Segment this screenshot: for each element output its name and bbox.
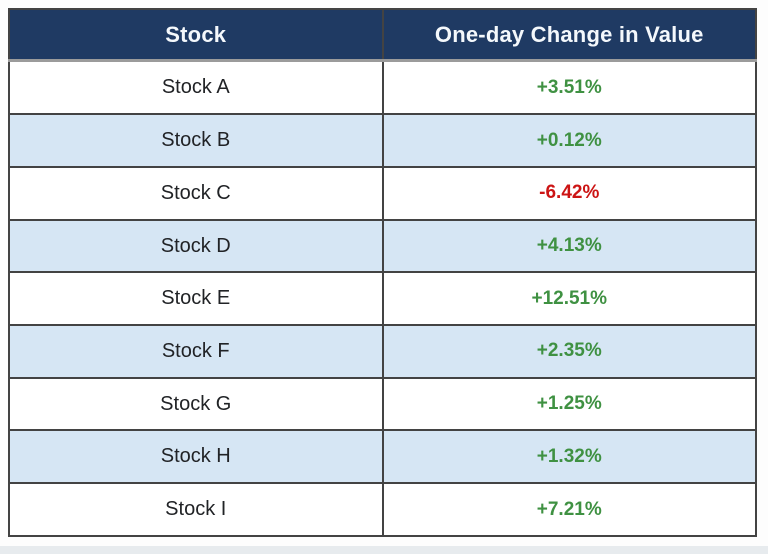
table-row: Stock D +4.13% (8, 218, 757, 274)
stock-name-cell: Stock B (8, 113, 384, 168)
table-row: Stock G +1.25% (8, 376, 757, 432)
table-row: Stock H +1.32% (8, 429, 757, 485)
stock-name-cell: Stock I (8, 482, 384, 537)
stock-name-cell: Stock F (8, 324, 384, 379)
change-value-cell: +4.13% (381, 218, 757, 274)
table-row: Stock F +2.35% (8, 324, 757, 379)
col-header-stock: Stock (8, 8, 384, 62)
change-value-cell: -6.42% (381, 165, 757, 221)
stock-name-cell: Stock H (8, 429, 384, 485)
stock-change-table: Stock One-day Change in Value Stock A +3.… (8, 8, 757, 537)
table-row: Stock C -6.42% (8, 165, 757, 221)
stock-name-cell: Stock A (8, 59, 384, 116)
stock-name-cell: Stock E (8, 271, 384, 327)
change-value-cell: +3.51% (381, 59, 757, 116)
stock-name-cell: Stock C (8, 165, 384, 221)
change-value-cell: +1.32% (381, 429, 757, 485)
table-row: Stock B +0.12% (8, 113, 757, 168)
col-header-change: One-day Change in Value (381, 8, 757, 62)
bottom-edge-strip (0, 546, 768, 554)
change-value-cell: +0.12% (381, 113, 757, 168)
change-value-cell: +2.35% (381, 324, 757, 379)
stock-name-cell: Stock G (8, 376, 384, 432)
header-row: Stock One-day Change in Value (8, 8, 757, 62)
table-row: Stock I +7.21% (8, 482, 757, 537)
stock-name-cell: Stock D (8, 218, 384, 274)
change-value-cell: +7.21% (381, 482, 757, 537)
table-row: Stock A +3.51% (8, 59, 757, 116)
change-value-cell: +1.25% (381, 376, 757, 432)
table-row: Stock E +12.51% (8, 271, 757, 327)
table-body: Stock A +3.51% Stock B +0.12% Stock C -6.42% S… (8, 59, 757, 537)
change-value-cell: +12.51% (381, 271, 757, 327)
